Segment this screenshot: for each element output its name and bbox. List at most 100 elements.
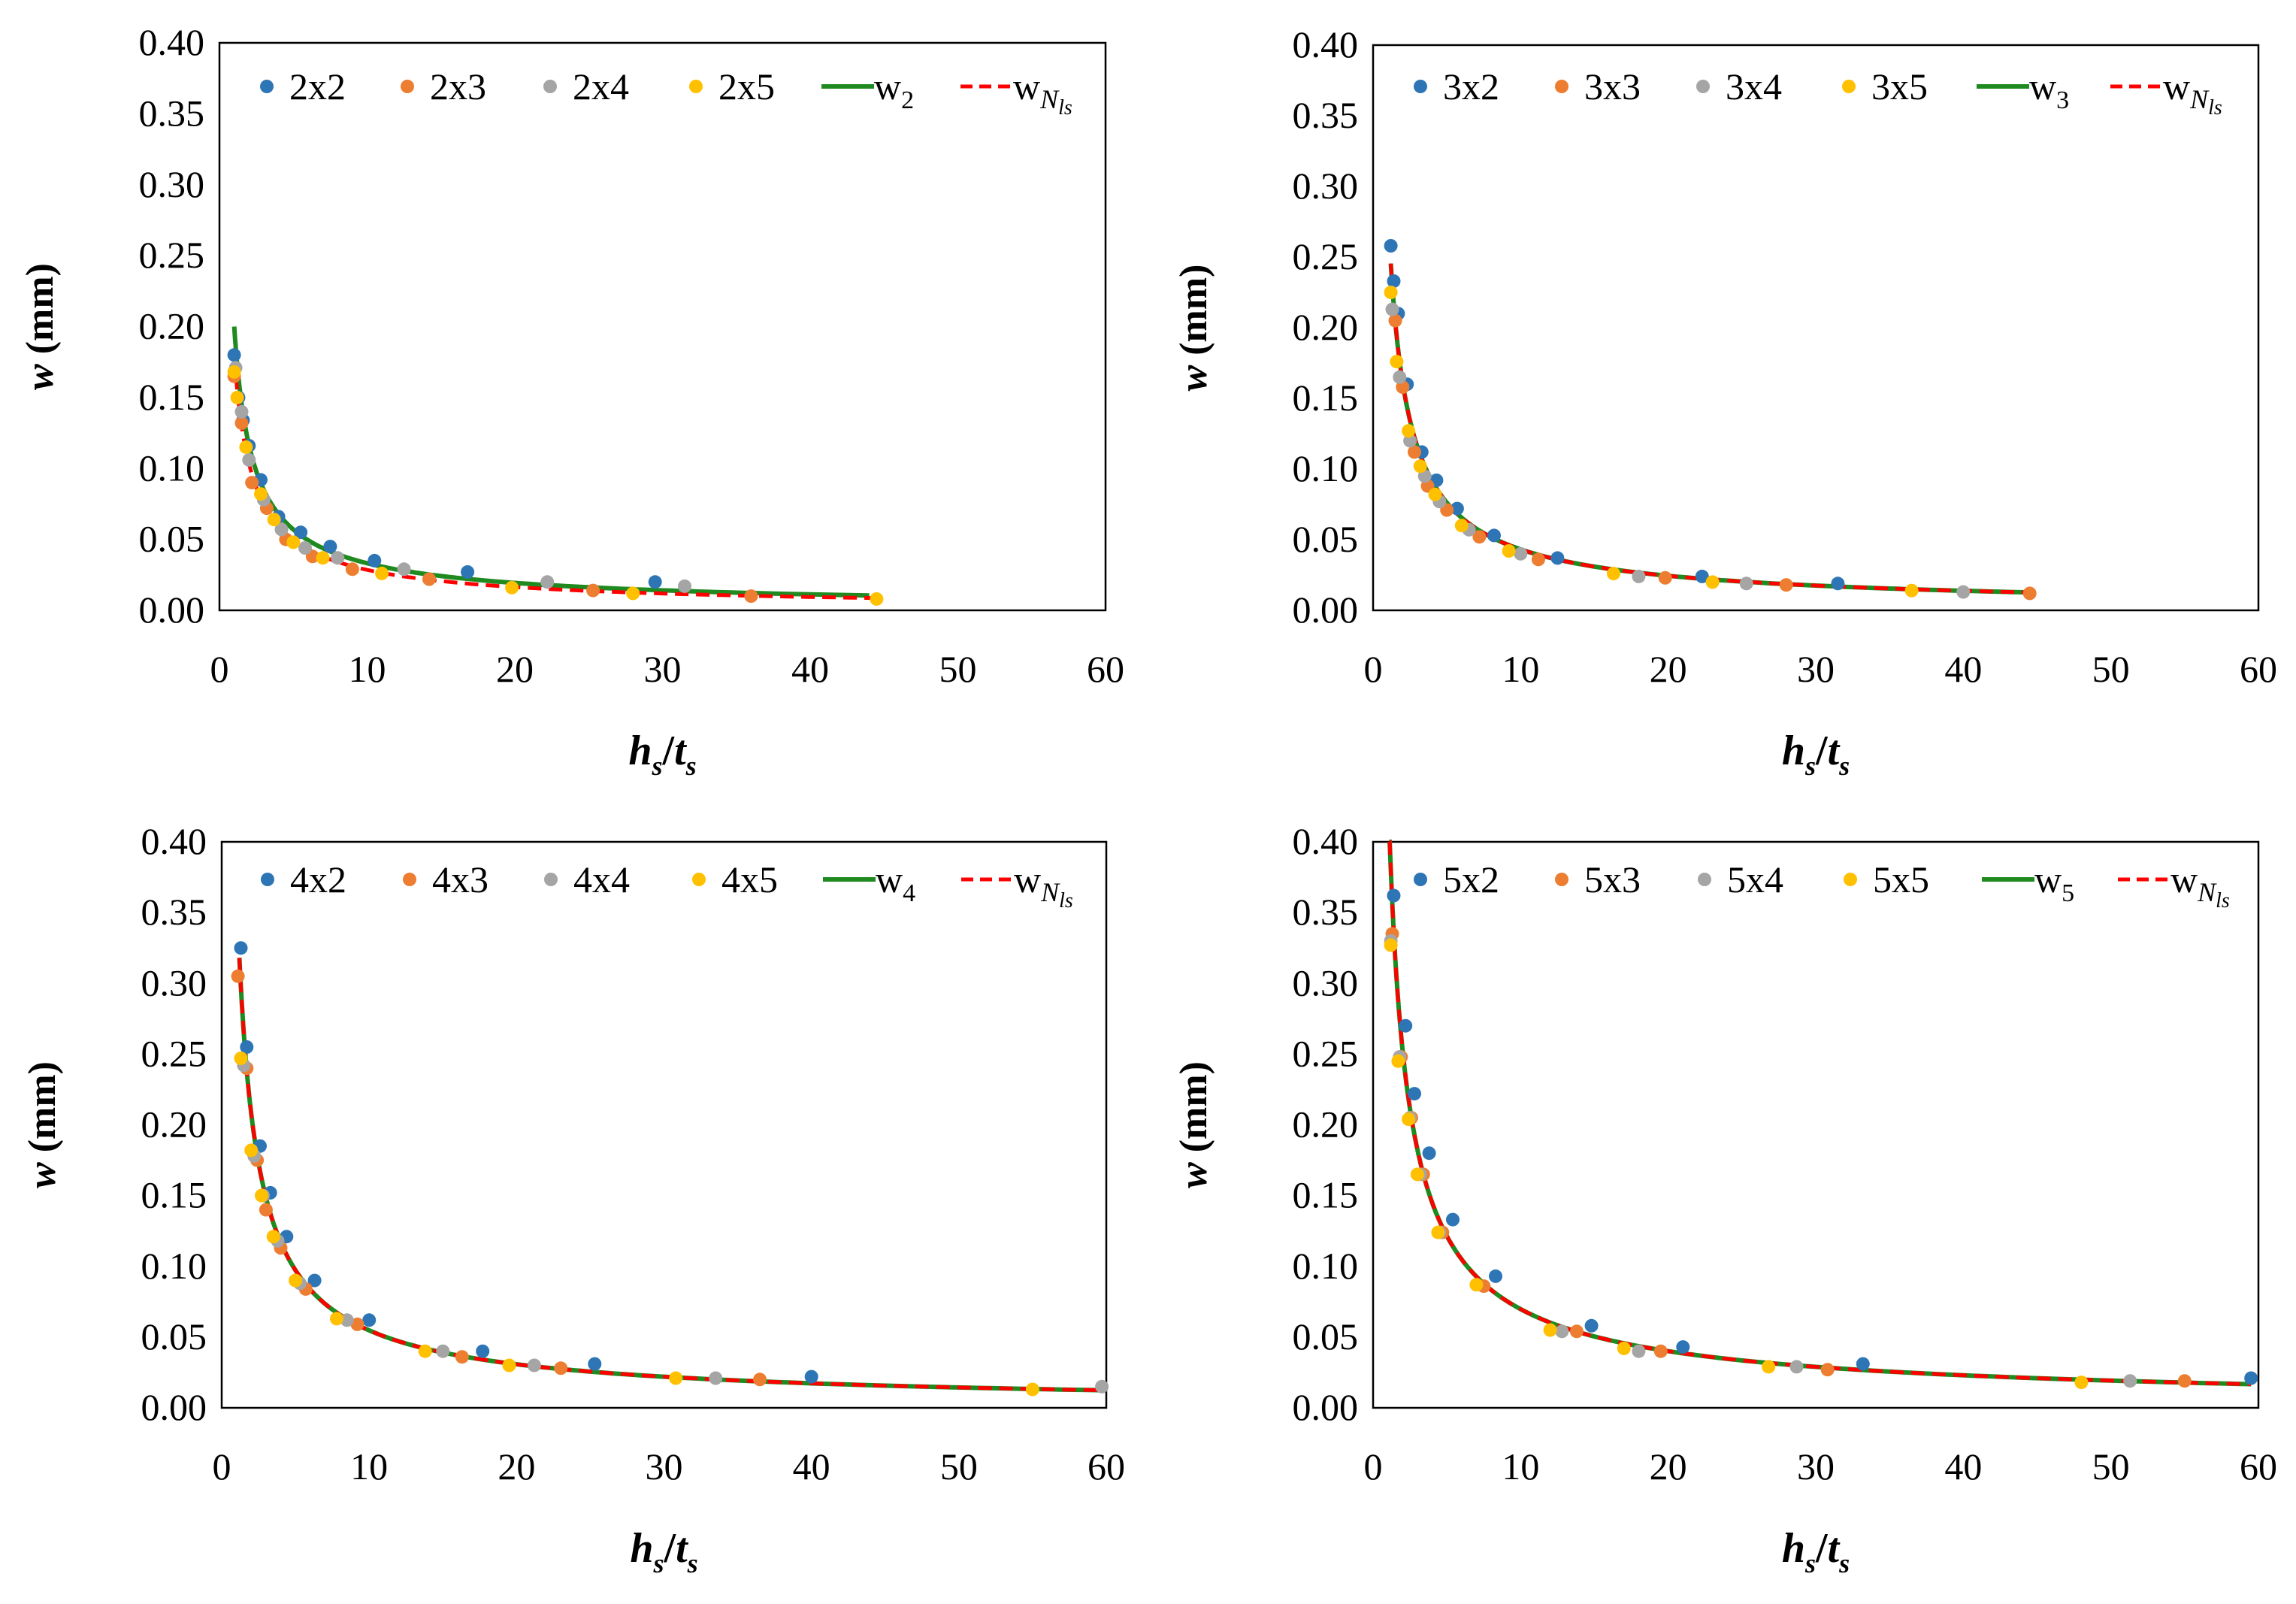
legend: 4x2 4x3 4x4 4x5 w4 wNls bbox=[261, 858, 1073, 912]
x-tick-label: 60 bbox=[2240, 1445, 2277, 1487]
legend-marker bbox=[403, 873, 416, 886]
legend-model-main: w bbox=[876, 858, 903, 900]
x-tick-label: 60 bbox=[1087, 648, 1124, 690]
legend-label: 2x2 bbox=[289, 65, 346, 107]
data-point-5x4 bbox=[1555, 1324, 1569, 1339]
data-point-3x5 bbox=[1390, 355, 1404, 369]
data-point-3x3 bbox=[1388, 313, 1402, 328]
x-tick-label: 50 bbox=[940, 1445, 978, 1487]
x-axis-title-sep: / bbox=[664, 1525, 677, 1572]
x-axis-title-sub: s bbox=[685, 751, 697, 781]
legend-model-main: w bbox=[874, 65, 901, 107]
y-axis-title-unit: (mm) bbox=[21, 1061, 64, 1162]
fit-curve bbox=[232, 355, 877, 601]
legend-label: 2x4 bbox=[573, 65, 629, 107]
x-tick-label: 10 bbox=[1502, 1445, 1539, 1487]
y-axis-title-w: w bbox=[19, 364, 62, 390]
data-point-2x5 bbox=[505, 580, 519, 595]
data-point-3x2 bbox=[1831, 577, 1845, 591]
legend-label-fit: wNls bbox=[2163, 65, 2222, 120]
data-point-5x2 bbox=[2244, 1371, 2258, 1385]
data-point-2x5 bbox=[626, 586, 640, 601]
legend-fit-sub: N bbox=[2197, 877, 2217, 907]
legend-label: 4x2 bbox=[290, 858, 346, 900]
data-point-5x5 bbox=[1402, 1112, 1416, 1126]
legend-model-sub: 4 bbox=[903, 879, 915, 907]
data-point-2x3 bbox=[234, 416, 249, 430]
x-tick-label: 40 bbox=[1944, 1445, 1982, 1487]
y-tick-label: 0.00 bbox=[141, 1386, 207, 1428]
y-tick-label: 0.15 bbox=[141, 1174, 207, 1216]
legend-label: 3x4 bbox=[1726, 65, 1782, 107]
data-point-4x2 bbox=[307, 1273, 322, 1288]
legend-fit-main: w bbox=[2163, 65, 2190, 107]
legend-model-main: w bbox=[2029, 65, 2056, 107]
y-tick-label: 0.05 bbox=[139, 518, 205, 560]
legend-label: 4x3 bbox=[432, 858, 489, 900]
y-tick-label: 0.40 bbox=[1293, 23, 1359, 65]
chart-panel-3: 0.00 0.05 0.10 0.15 0.20 0.25 0.30 0.35 0.40 0 10 2… bbox=[21, 820, 1125, 1578]
data-point-5x5 bbox=[1391, 1054, 1405, 1068]
data-point-4x5 bbox=[1025, 1382, 1039, 1397]
data-point-4x2 bbox=[234, 941, 248, 955]
data-point-4x3 bbox=[455, 1350, 469, 1364]
y-tick-label: 0.05 bbox=[1293, 1315, 1359, 1357]
data-point-5x4 bbox=[2123, 1374, 2137, 1388]
legend-marker bbox=[1696, 80, 1710, 93]
data-point-4x2 bbox=[588, 1357, 602, 1371]
y-tick-label: 0.00 bbox=[139, 589, 205, 631]
data-point-5x2 bbox=[1399, 1018, 1413, 1033]
model-curve bbox=[1388, 263, 2030, 595]
legend-fit-sub: N bbox=[2189, 84, 2210, 114]
x-axis-title: hs/ts bbox=[1782, 728, 1850, 781]
x-tick-label: 10 bbox=[1502, 648, 1539, 690]
x-axis-title-t: t bbox=[1828, 728, 1841, 774]
legend-model-sub: 3 bbox=[2056, 86, 2069, 114]
legend-marker bbox=[1698, 873, 1711, 886]
x-tick-label: 50 bbox=[2092, 648, 2130, 690]
y-axis-title-unit: (mm) bbox=[1172, 1061, 1215, 1162]
data-point-5x5 bbox=[1410, 1167, 1424, 1182]
x-axis-title: hs/ts bbox=[628, 728, 696, 781]
data-point-3x2 bbox=[1384, 239, 1398, 253]
data-point-4x3 bbox=[554, 1361, 568, 1376]
data-point-5x5 bbox=[1469, 1278, 1484, 1292]
data-point-3x5 bbox=[1413, 459, 1427, 474]
legend-label: 2x5 bbox=[718, 65, 775, 107]
data-point-3x2 bbox=[1387, 274, 1401, 288]
x-axis-title-sub: s bbox=[653, 1548, 664, 1578]
legend-marker bbox=[401, 80, 414, 93]
data-point-3x5 bbox=[1384, 286, 1398, 299]
data-point-5x4 bbox=[1789, 1360, 1804, 1374]
y-tick-label: 0.30 bbox=[1293, 165, 1359, 207]
x-axis-title-sep: / bbox=[662, 728, 676, 774]
model-curve bbox=[231, 326, 870, 598]
legend-fit-subsub: ls bbox=[1059, 889, 1073, 912]
data-point-5x2 bbox=[1422, 1146, 1436, 1161]
y-tick-label: 0.10 bbox=[1293, 1245, 1359, 1287]
x-tick-label: 60 bbox=[1087, 1445, 1125, 1487]
data-point-2x4 bbox=[234, 404, 249, 419]
y-tick-label: 0.15 bbox=[139, 376, 205, 418]
legend-marker bbox=[1555, 80, 1568, 93]
x-axis-title-h: h bbox=[1782, 1525, 1805, 1572]
data-point-3x4 bbox=[1632, 569, 1646, 583]
legend: 2x2 2x3 2x4 2x5 w2 wNls bbox=[260, 65, 1072, 120]
data-point-3x3 bbox=[1408, 445, 1421, 459]
data-point-2x3 bbox=[345, 562, 359, 577]
data-point-3x4 bbox=[1956, 585, 1971, 599]
legend-label-model: w4 bbox=[876, 858, 915, 907]
data-point-4x3 bbox=[350, 1317, 365, 1331]
legend-label-fit: wNls bbox=[1013, 65, 1072, 120]
data-point-5x2 bbox=[1856, 1357, 1870, 1371]
legend-marker bbox=[544, 873, 558, 886]
x-tick-label: 40 bbox=[793, 1445, 830, 1487]
y-tick-label: 0.20 bbox=[141, 1103, 207, 1145]
data-point-2x3 bbox=[245, 476, 259, 490]
y-tick-label: 0.10 bbox=[139, 446, 205, 489]
x-tick-label: 0 bbox=[210, 648, 229, 690]
y-tick-label: 0.20 bbox=[139, 305, 205, 347]
x-tick-label: 50 bbox=[2092, 1445, 2130, 1487]
data-point-4x5 bbox=[669, 1371, 683, 1385]
data-point-3x3 bbox=[1658, 570, 1672, 585]
